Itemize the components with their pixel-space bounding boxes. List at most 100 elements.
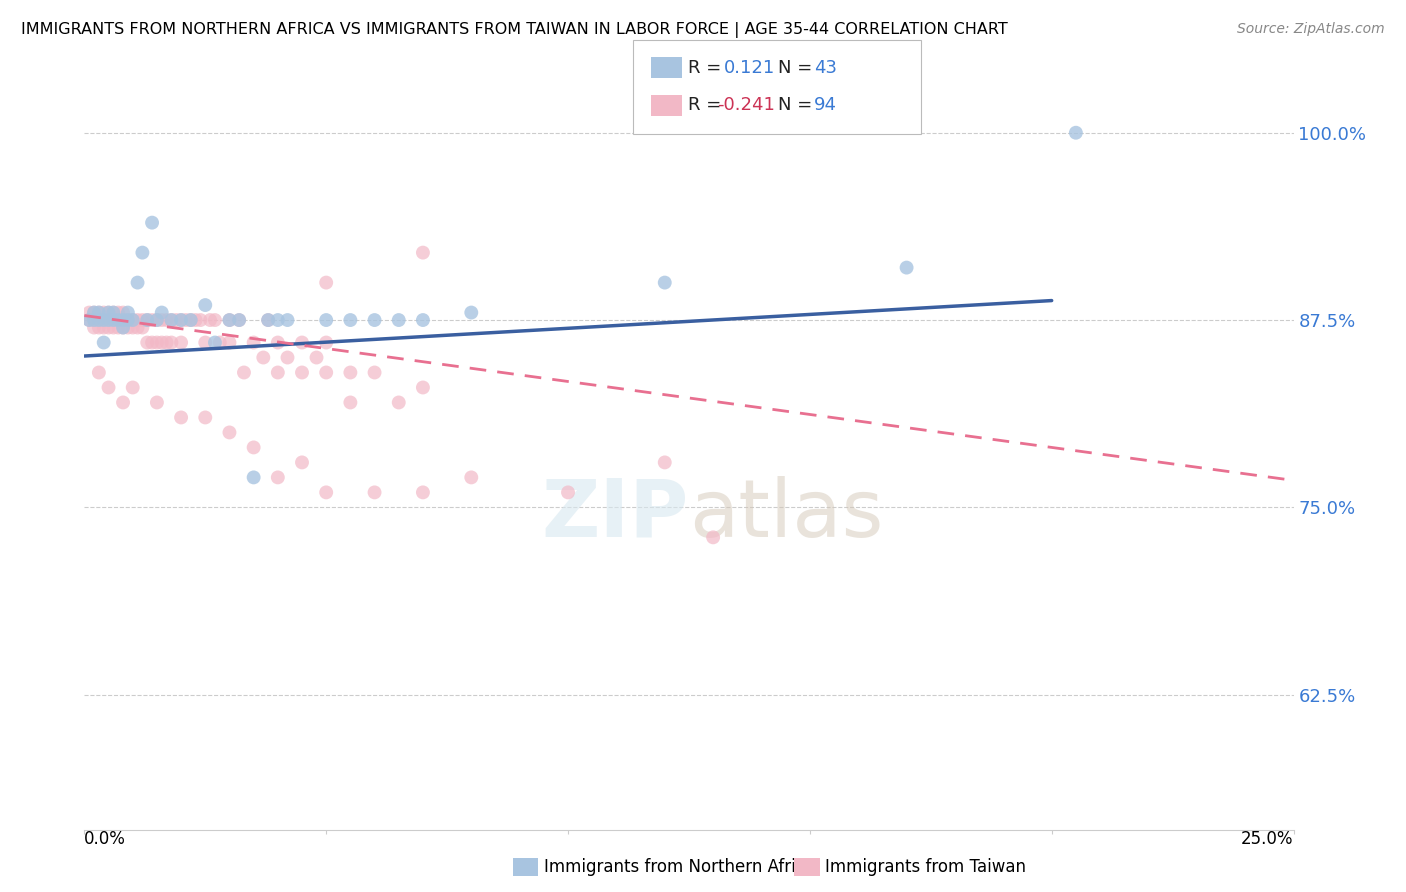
Point — [103, 320, 125, 334]
Point — [117, 305, 139, 319]
Point — [107, 313, 129, 327]
Point — [170, 313, 193, 327]
Point — [267, 313, 290, 327]
Point — [103, 313, 125, 327]
Point — [131, 313, 153, 327]
Point — [460, 470, 482, 484]
Point — [112, 305, 135, 319]
Point — [412, 313, 434, 327]
Point — [233, 366, 256, 380]
Point — [83, 320, 105, 334]
Point — [228, 313, 250, 327]
Text: Source: ZipAtlas.com: Source: ZipAtlas.com — [1237, 22, 1385, 37]
Point — [170, 335, 193, 350]
Point — [252, 351, 274, 365]
Point — [160, 335, 183, 350]
Point — [83, 305, 105, 319]
Point — [97, 313, 120, 327]
Point — [160, 313, 183, 327]
Point — [257, 313, 280, 327]
Text: Immigrants from Northern Africa: Immigrants from Northern Africa — [544, 858, 815, 876]
Point — [141, 335, 163, 350]
Point — [121, 320, 143, 334]
Point — [83, 313, 105, 327]
Point — [363, 313, 385, 327]
Point — [77, 313, 100, 327]
Point — [141, 313, 163, 327]
Point — [121, 313, 143, 327]
Point — [339, 313, 361, 327]
Point — [291, 455, 314, 469]
Point — [103, 305, 125, 319]
Point — [87, 305, 110, 319]
Point — [305, 351, 328, 365]
Point — [339, 395, 361, 409]
Point — [150, 305, 173, 319]
Point — [112, 395, 135, 409]
Point — [1064, 126, 1087, 140]
Point — [136, 313, 159, 327]
Point — [77, 305, 100, 319]
Point — [93, 313, 115, 327]
Text: 25.0%: 25.0% — [1241, 830, 1294, 847]
Point — [77, 313, 100, 327]
Point — [127, 320, 149, 334]
Point — [291, 366, 314, 380]
Point — [107, 305, 129, 319]
Point — [339, 366, 361, 380]
Point — [194, 410, 217, 425]
Point — [136, 313, 159, 327]
Text: 0.0%: 0.0% — [84, 830, 127, 847]
Point — [136, 335, 159, 350]
Point — [174, 313, 197, 327]
Point — [242, 470, 264, 484]
Point — [146, 313, 169, 327]
Text: -0.241: -0.241 — [717, 96, 775, 114]
Text: atlas: atlas — [689, 475, 883, 554]
Point — [198, 313, 221, 327]
Point — [180, 313, 202, 327]
Text: 94: 94 — [814, 96, 837, 114]
Point — [121, 313, 143, 327]
Text: ZIP: ZIP — [541, 475, 689, 554]
Point — [654, 276, 676, 290]
Point — [363, 485, 385, 500]
Point — [146, 313, 169, 327]
Point — [276, 351, 298, 365]
Point — [146, 335, 169, 350]
Point — [121, 380, 143, 394]
Point — [315, 485, 337, 500]
Point — [127, 276, 149, 290]
Point — [170, 313, 193, 327]
Point — [93, 313, 115, 327]
Point — [93, 320, 115, 334]
Point — [180, 313, 202, 327]
Point — [83, 313, 105, 327]
Point — [315, 313, 337, 327]
Point — [218, 335, 240, 350]
Point — [208, 335, 231, 350]
Point — [93, 335, 115, 350]
Point — [127, 313, 149, 327]
Point — [87, 366, 110, 380]
Point — [87, 305, 110, 319]
Point — [155, 313, 177, 327]
Point — [97, 305, 120, 319]
Point — [257, 313, 280, 327]
Point — [242, 335, 264, 350]
Point — [204, 335, 226, 350]
Point — [276, 313, 298, 327]
Point — [117, 313, 139, 327]
Point — [117, 320, 139, 334]
Point — [412, 485, 434, 500]
Point — [291, 335, 314, 350]
Point — [363, 366, 385, 380]
Text: N =: N = — [778, 96, 817, 114]
Text: 0.121: 0.121 — [724, 59, 775, 77]
Point — [218, 313, 240, 327]
Point — [146, 395, 169, 409]
Point — [194, 335, 217, 350]
Point — [87, 313, 110, 327]
Point — [190, 313, 212, 327]
Point — [93, 305, 115, 319]
